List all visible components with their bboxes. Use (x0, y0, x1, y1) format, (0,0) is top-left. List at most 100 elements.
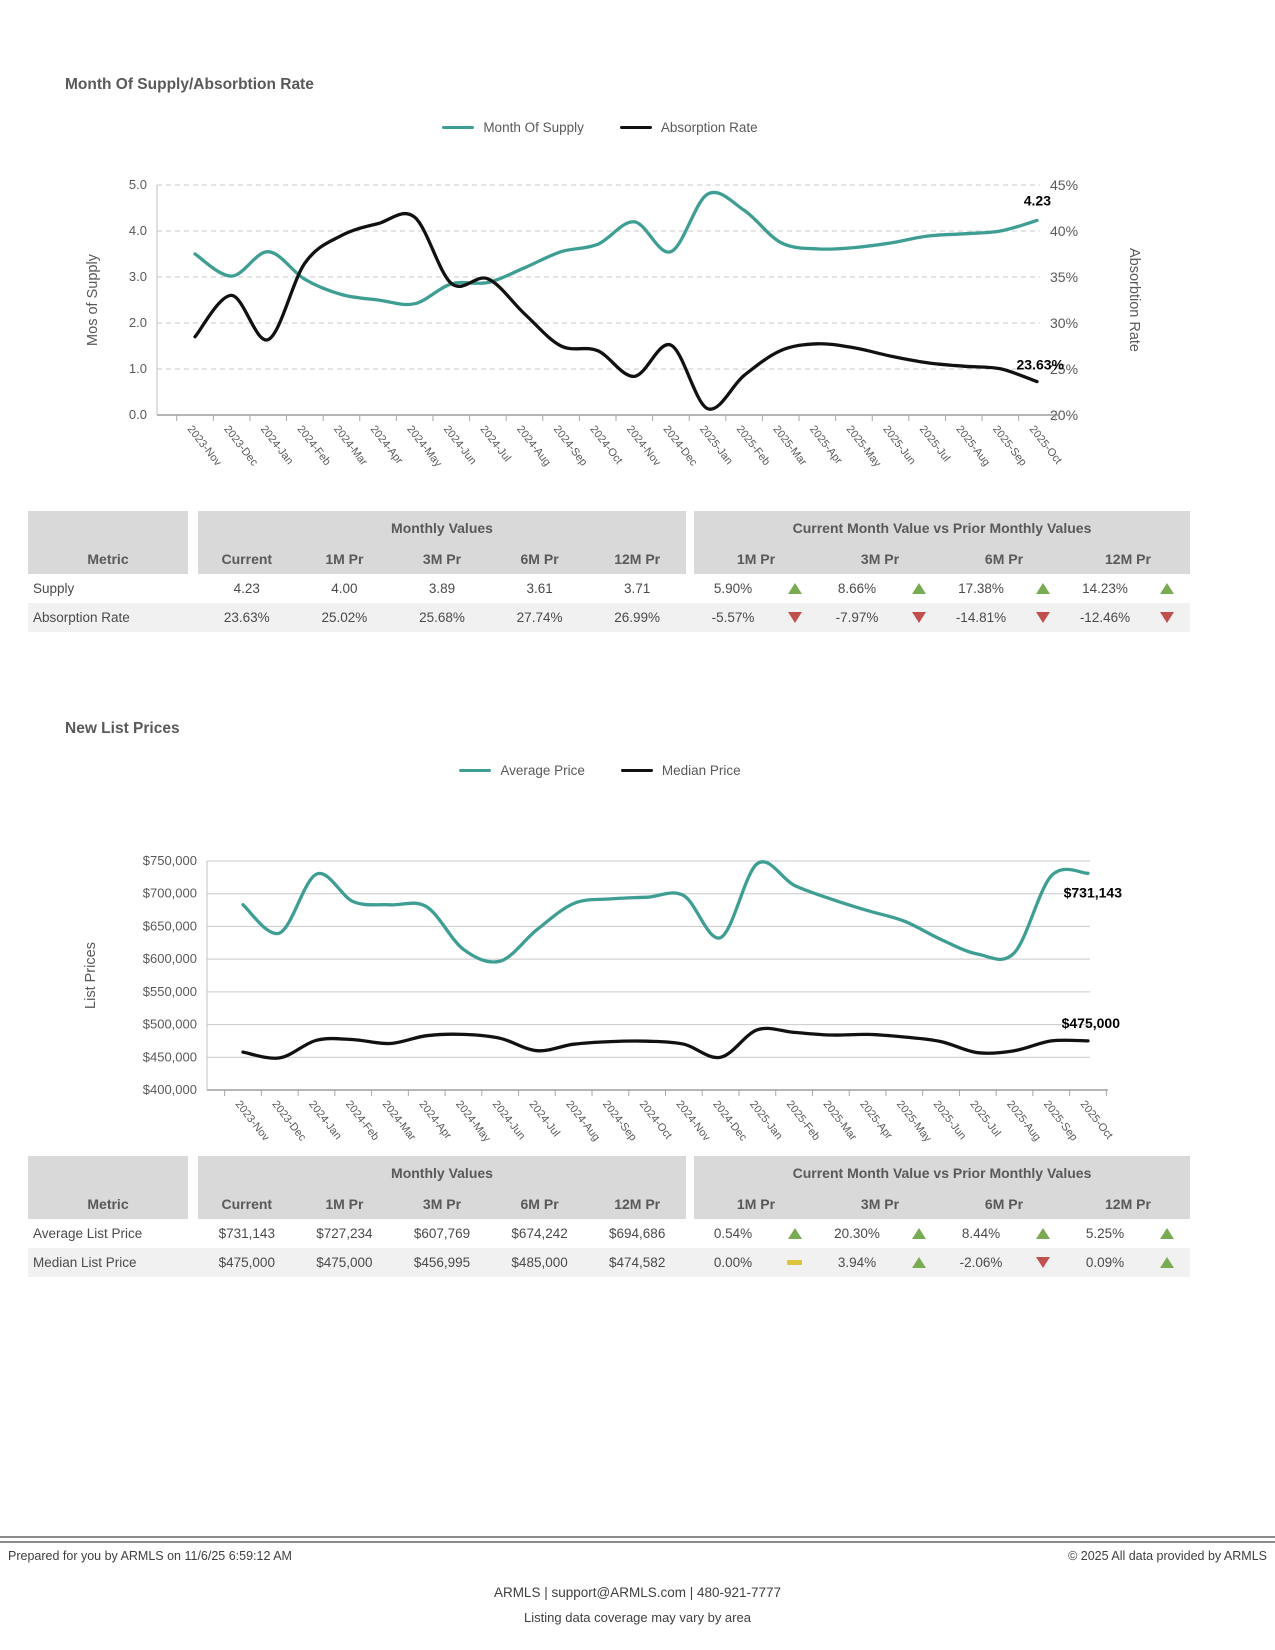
comparison-value: -14.81% (955, 610, 1007, 625)
table-row: Median List Price $475,000 $475,000 $456,99… (28, 1248, 1190, 1277)
y-right-tick-label: 35% (1050, 269, 1078, 285)
trend-down-icon (772, 603, 818, 632)
footer-contact-text[interactable]: ARMLS | support@ARMLS.com | 480-921-7777 (493, 1585, 782, 1600)
x-category-label: 2023-Dec (269, 1098, 308, 1143)
column-gap (188, 544, 198, 574)
column-gap (686, 544, 694, 574)
comparison-cell: 8.44% (942, 1219, 1066, 1248)
col-header: 6M Pr (490, 544, 589, 574)
legend-item: Average Price (459, 763, 585, 778)
comparison-value: -2.06% (959, 1255, 1003, 1270)
monthly-value-cell: 25.02% (321, 610, 368, 625)
y-right-tick-label: 20% (1050, 407, 1078, 423)
comparison-cell: 5.90% (694, 574, 818, 603)
monthly-value-cell: 25.68% (419, 610, 465, 625)
x-category-label: 2024-Feb (294, 423, 332, 467)
column-gap (188, 1219, 198, 1248)
trend-down-icon (1144, 603, 1190, 632)
y-right-tick-label: 45% (1050, 177, 1078, 193)
trend-down-icon (1020, 1248, 1066, 1277)
x-category-label: 2024-Aug (563, 1098, 602, 1143)
column-gap (188, 1156, 198, 1189)
column-gap (686, 1219, 694, 1248)
comparison-value: 0.00% (713, 1255, 753, 1270)
col-header: 3M Pr (817, 544, 942, 574)
table-group-header-row: Monthly Values Current Month Value vs Pri… (28, 1156, 1190, 1189)
col-header: 12M Pr (588, 1189, 686, 1219)
comparison-value: 14.23% (1082, 581, 1128, 596)
x-category-label: 2025-Jul (917, 423, 952, 464)
monthly-value-cell: $731,143 (218, 1226, 275, 1241)
series-end-value-label: $475,000 (1062, 1015, 1121, 1031)
column-gap (686, 1156, 694, 1189)
comparison-value: 20.30% (834, 1226, 880, 1241)
x-category-label: 2024-Jan (306, 1098, 344, 1142)
comparison-cell: -12.46% (1066, 603, 1190, 632)
x-category-label: 2024-May (404, 423, 444, 469)
comparison-cell: 3.94% (818, 1248, 942, 1277)
list-prices-chart: $750,000 $700,000 $650,000 $600,000 $550,000… (83, 853, 1122, 1145)
y-left-tick-label: $500,000 (143, 1017, 197, 1032)
x-category-label: 2023-Nov (233, 1098, 272, 1143)
monthly-value-cell: $456,995 (413, 1255, 471, 1270)
legend-item: Median Price (620, 763, 741, 778)
y-left-tick-label: $550,000 (143, 984, 197, 999)
y-right-tick-label: 25% (1050, 361, 1078, 377)
comparison-cell: -14.81% (942, 603, 1066, 632)
y-left-tick-label: 2.0 (129, 315, 147, 330)
monthly-value-cell: $674,242 (511, 1226, 568, 1241)
trend-up-icon (772, 1219, 818, 1248)
comparison-value: 8.66% (837, 581, 877, 596)
x-category-label: 2023-Dec (221, 423, 260, 468)
metric-header-spacer (28, 1156, 188, 1189)
y-left-tick-label: $700,000 (143, 886, 197, 901)
y-left-tick-label: 0.0 (129, 407, 147, 422)
legend-item: Absorption Rate (619, 120, 758, 135)
col-header: 1M Pr (295, 1189, 394, 1219)
col-header: 3M Pr (393, 544, 491, 574)
col-header: 6M Pr (490, 1189, 589, 1219)
chart-title-new-list-prices: New List Prices (65, 720, 180, 737)
x-category-label: 2025-Jul (967, 1098, 1002, 1139)
metric-name-cell: Supply (33, 581, 75, 596)
y-left-tick-label: $450,000 (143, 1049, 197, 1064)
legend-label: Month Of Supply (483, 120, 584, 135)
supply-metrics-table: Monthly Values Current Month Value vs Pri… (28, 511, 1190, 632)
comparison-cell: 8.66% (818, 574, 942, 603)
group-header-comparison: Current Month Value vs Prior Monthly Val… (694, 1156, 1190, 1189)
comparison-cell: 0.54% (694, 1219, 818, 1248)
column-gap (188, 574, 198, 603)
x-category-label: 2024-Feb (343, 1098, 381, 1142)
x-category-label: 2025-Jan (697, 423, 735, 467)
trend-up-icon (1144, 1219, 1190, 1248)
x-category-label: 2025-Aug (1004, 1098, 1043, 1143)
column-gap (686, 1189, 694, 1219)
prices-metrics-table: Monthly Values Current Month Value vs Pri… (28, 1156, 1190, 1277)
legend-label: Absorption Rate (660, 120, 758, 135)
trend-up-icon (896, 574, 942, 603)
x-category-label: 2024-Mar (331, 423, 370, 468)
col-header: 6M Pr (941, 544, 1066, 574)
trend-up-icon (1144, 574, 1190, 603)
series-end-value-label: 4.23 (1024, 192, 1051, 208)
col-header: 12M Pr (1065, 544, 1190, 574)
x-category-label: 2025-Jan (747, 1098, 785, 1142)
col-header: Current (198, 1189, 296, 1219)
legend-label: Median Price (661, 763, 741, 778)
table-row: Supply 4.23 4.00 3.89 3.61 3.71 5.90% 8.66% 17.3… (28, 574, 1190, 603)
monthly-value-cell: 4.23 (233, 581, 260, 596)
monthly-value-cell: 3.61 (526, 581, 553, 596)
footer-divider (0, 1536, 1275, 1543)
trend-up-icon (1020, 574, 1066, 603)
trend-up-icon (896, 1219, 942, 1248)
y-left-tick-label: 5.0 (129, 177, 147, 192)
x-category-label: 2025-Jun (880, 423, 918, 467)
series-line-0 (241, 860, 1090, 964)
comparison-value: 17.38% (958, 581, 1004, 596)
series-line-0 (193, 190, 1039, 307)
column-gap (686, 1248, 694, 1277)
x-category-label: 2025-Feb (734, 423, 772, 467)
col-header: 6M Pr (941, 1189, 1066, 1219)
table-row: Absorption Rate 23.63% 25.02% 25.68% 27.74% 2… (28, 603, 1190, 632)
comparison-value: 8.44% (961, 1226, 1001, 1241)
